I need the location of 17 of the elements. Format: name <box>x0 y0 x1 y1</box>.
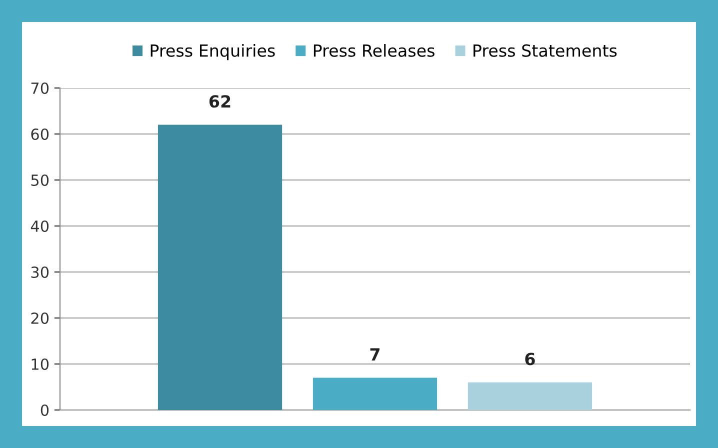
y-tick-label: 60 <box>31 128 49 140</box>
bar <box>158 124 282 410</box>
y-tick-label: 10 <box>32 358 49 370</box>
y-tick-label: 30 <box>31 266 49 278</box>
legend-label: Press Releases <box>314 44 434 57</box>
bar <box>468 382 592 410</box>
data-label: 62 <box>209 95 230 108</box>
data-label: 6 <box>525 352 535 366</box>
legend-label: Press Statements <box>474 44 617 57</box>
y-tick-label: 0 <box>40 404 49 416</box>
y-tick-label: 20 <box>31 312 49 324</box>
y-tick-label: 50 <box>31 174 49 186</box>
legend-label: Press Enquiries <box>150 44 275 60</box>
data-label: 7 <box>370 348 380 360</box>
bar <box>312 378 438 410</box>
y-tick-label: 70 <box>31 82 49 94</box>
y-tick-label: 40 <box>30 220 49 232</box>
